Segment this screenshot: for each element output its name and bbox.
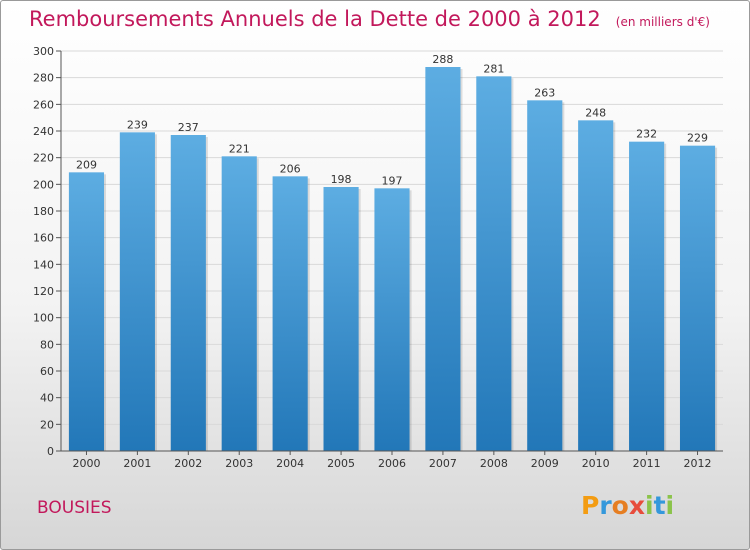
chart-title: Remboursements Annuels de la Dette de 20… <box>29 7 601 31</box>
logo-letter: P <box>581 491 600 520</box>
value-label: 239 <box>127 118 148 131</box>
value-label: 288 <box>432 53 453 66</box>
bar-2010 <box>578 120 614 451</box>
x-tick-label: 2003 <box>225 457 253 470</box>
y-tick-label: 260 <box>33 98 54 111</box>
x-tick-label: 2012 <box>684 457 712 470</box>
bar-2000 <box>68 172 105 452</box>
y-tick-label: 20 <box>40 418 54 431</box>
y-tick-label: 160 <box>33 232 54 245</box>
y-tick-label: 280 <box>33 72 54 85</box>
x-tick-label: 2001 <box>123 457 151 470</box>
logo-letter: i <box>645 491 654 520</box>
logo-letter: r <box>599 491 612 520</box>
value-label: 206 <box>280 162 301 175</box>
bar-2007 <box>425 67 461 451</box>
x-tick-label: 2008 <box>480 457 508 470</box>
y-tick-label: 120 <box>33 285 54 298</box>
value-label: 232 <box>636 128 657 141</box>
bar-2006 <box>374 188 410 452</box>
y-tick-label: 60 <box>40 365 54 378</box>
x-tick-label: 2005 <box>327 457 355 470</box>
value-label: 248 <box>585 106 606 119</box>
y-tick-label: 180 <box>33 205 54 218</box>
y-tick-label: 240 <box>33 125 54 138</box>
y-tick-label: 100 <box>33 312 54 325</box>
value-label: 281 <box>483 62 504 75</box>
logo-letter: o <box>611 491 629 520</box>
y-tick-label: 300 <box>33 45 54 58</box>
value-label: 197 <box>382 174 403 187</box>
bar-2009 <box>527 100 563 451</box>
bar-2012 <box>679 145 716 451</box>
bar-2011 <box>629 141 665 451</box>
bar-2001 <box>119 132 155 452</box>
chart-title-wrap: Remboursements Annuels de la Dette de 20… <box>29 7 710 31</box>
logo-letter: t <box>653 491 666 520</box>
bar-2005 <box>323 187 359 451</box>
x-tick-label: 2009 <box>531 457 559 470</box>
x-tick-label: 2010 <box>582 457 610 470</box>
value-label: 263 <box>534 86 555 99</box>
x-tick-label: 2006 <box>378 457 406 470</box>
x-tick-label: 2004 <box>276 457 304 470</box>
value-label: 198 <box>331 173 352 186</box>
x-tick-label: 2007 <box>429 457 457 470</box>
value-label: 221 <box>229 142 250 155</box>
y-tick-label: 40 <box>40 392 54 405</box>
commune-name: BOUSIES <box>37 498 112 518</box>
value-label: 237 <box>178 121 199 134</box>
y-tick-label: 200 <box>33 178 54 191</box>
value-label: 209 <box>76 158 97 171</box>
x-tick-label: 2011 <box>633 457 661 470</box>
y-tick-label: 0 <box>47 445 54 458</box>
y-tick-label: 80 <box>40 338 54 351</box>
y-tick-label: 220 <box>33 152 54 165</box>
value-label: 229 <box>687 132 708 145</box>
x-tick-label: 2002 <box>174 457 202 470</box>
proxiti-logo: Proxiti <box>581 491 674 520</box>
bar-2008 <box>476 76 512 451</box>
logo-letter: i <box>665 491 675 520</box>
bar-2004 <box>272 176 308 452</box>
logo-letter: x <box>628 491 645 520</box>
bar-2003 <box>221 156 257 452</box>
unit-note: (en milliers d'€) <box>615 15 710 29</box>
y-tick-label: 140 <box>33 258 54 271</box>
x-tick-label: 2000 <box>72 457 100 470</box>
bar-2002 <box>170 135 206 451</box>
